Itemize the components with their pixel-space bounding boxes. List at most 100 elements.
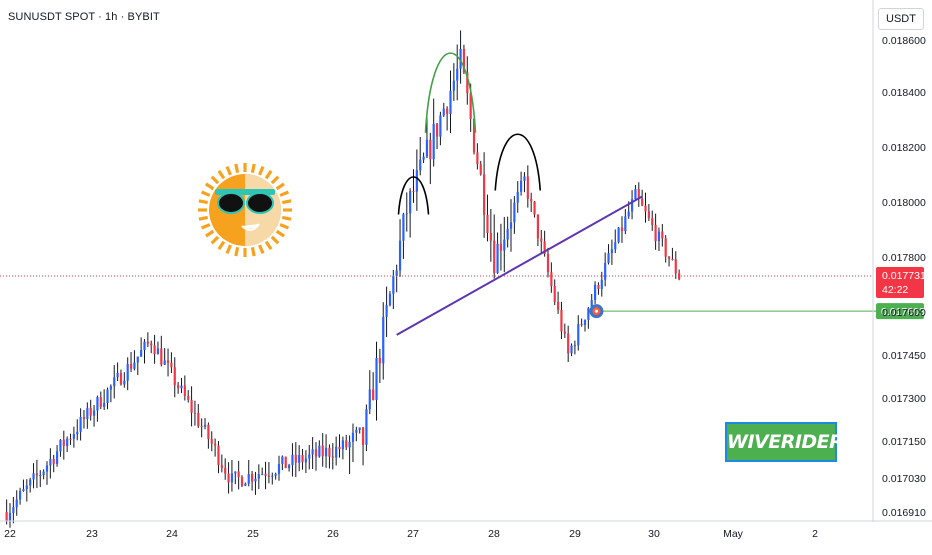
candle-down [200,426,203,428]
candle-down [372,389,375,400]
candle-up [593,284,597,300]
time-axis: 22 23 24 25 26 27 28 29 30 May 2 [0,520,932,540]
price-tick-label: 0.018000 [882,197,926,209]
candle-down [597,284,600,289]
candle-up [577,324,580,346]
sun-ray [210,175,220,185]
candle-down [210,439,213,444]
candle-up [126,364,129,381]
candle-up [254,478,257,482]
candle-up [32,473,35,480]
candle-down [641,198,644,206]
current-price-value: 0.017731 [882,270,926,282]
candle-down [129,364,133,369]
candle-down [183,385,186,396]
candle-up [8,513,12,521]
candle-up [143,341,146,351]
candle-down [217,445,220,466]
candle-down [667,256,671,259]
sun-ray [210,235,220,245]
candle-down [435,123,439,137]
candle-up [116,372,119,378]
candle-up [422,156,425,160]
candle-down [479,164,482,175]
candle-up [506,228,509,240]
candle-down [5,512,8,521]
candle-down [651,218,654,226]
candle-up [55,451,59,464]
candle-up [86,407,89,420]
countdown-timer: 42:22 [882,284,908,296]
candle-up [304,458,307,463]
price-tick-label: 0.018200 [882,142,926,154]
candle-up [415,170,418,192]
candle-up [587,308,590,321]
candle-up [92,410,96,416]
candle-up [123,380,126,385]
candle-up [45,465,49,472]
candle-down [99,397,102,407]
candle-up [419,159,422,171]
current-price-box [876,266,924,298]
candle-up [375,357,378,400]
candle-down [301,454,304,463]
sun-ray [217,240,226,250]
candle-up [452,80,455,91]
symbol-title[interactable]: SUNUSDT SPOT · 1h · BYBIT [8,11,160,23]
sun-ray [275,182,285,191]
neckline-trendline [396,195,643,336]
price-tick-label: 0.018600 [882,35,926,47]
candle-up [385,305,388,317]
candle-up [657,231,661,242]
candle-down [429,139,432,160]
candle-up [449,90,452,114]
candle-up [49,458,52,466]
candle-down [146,341,149,344]
sun-ray [200,190,211,197]
candle-down [536,214,540,239]
sun-ray [198,215,209,221]
candle-down [89,407,92,416]
candle-down [361,427,365,445]
candle-up [395,270,398,276]
candle-down [153,345,156,355]
price-axis: 0.018600 0.018400 0.018200 0.018000 0.017800… [872,0,926,522]
candle-up [22,489,25,492]
candle-down [173,367,176,386]
candle-up [59,439,62,452]
candle-down [267,475,271,477]
time-tick-label: 25 [247,528,259,540]
candle-up [456,68,459,81]
candle-down [469,93,472,119]
sun-ray [281,215,292,221]
sun-ray [200,223,211,230]
candle-up [277,463,281,474]
candle-down [546,253,550,273]
candle-down [664,238,667,257]
candle-down [567,333,570,354]
candle-up [341,440,344,450]
candle-down [466,72,469,94]
candle-up [140,350,143,357]
candle-up [76,431,79,435]
candle-down [540,238,543,242]
candle-down [472,118,476,153]
candle-down [237,471,240,478]
candle-up [136,356,139,363]
candle-up [234,471,237,474]
candle-down [678,273,681,280]
sun-ray [264,240,273,250]
sun-ray [225,165,232,176]
candle-down [214,443,217,446]
candle-up [459,48,462,69]
currency-button[interactable]: USDT [878,8,924,30]
candle-up [335,446,338,458]
candle-down [620,227,624,232]
time-tick-label: 22 [4,528,16,540]
sun-ray [234,163,240,174]
candle-down [207,424,210,440]
candle-up [311,449,314,455]
right-shoulder-arc [494,133,542,191]
